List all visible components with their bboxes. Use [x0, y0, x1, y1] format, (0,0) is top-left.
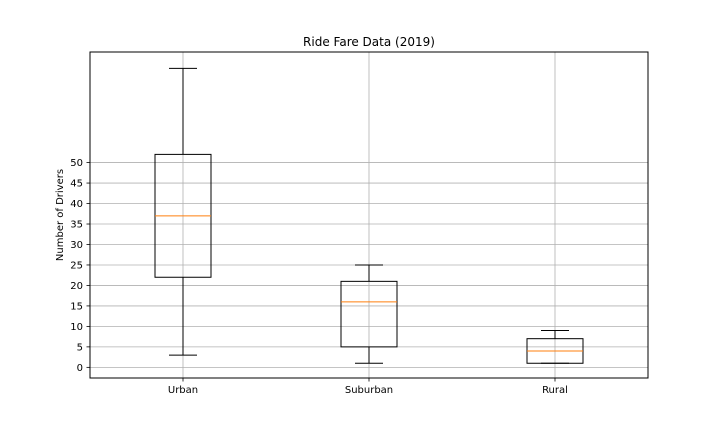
interquartile-box [340, 280, 398, 348]
y-tick-label: 15 [70, 301, 83, 312]
y-tick-label: 45 [70, 179, 83, 190]
x-tick-label-suburban: Suburban [345, 385, 393, 396]
y-tick-label: 50 [70, 158, 83, 169]
box-suburban [340, 264, 398, 364]
grid-layer [90, 52, 648, 378]
y-tick-label: 25 [70, 260, 83, 271]
box-layer [154, 67, 584, 364]
box-urban [154, 67, 212, 356]
y-tick-label: 40 [70, 199, 83, 210]
box-rural [526, 329, 584, 364]
y-tick-label: 0 [77, 363, 83, 374]
y-tick-label: 20 [70, 281, 83, 292]
y-tick-label: 10 [70, 322, 83, 333]
y-tick-label: 5 [77, 342, 83, 353]
y-tick-label: 30 [70, 240, 83, 251]
y-tick-label: 35 [70, 220, 83, 231]
x-tick-label-rural: Rural [542, 385, 568, 396]
y-axis-label: Number of Drivers [55, 169, 66, 261]
chart-title: Ride Fare Data (2019) [303, 35, 435, 49]
x-tick-label-urban: Urban [168, 385, 198, 396]
tick-layer: 0 5 10 15 20 25 30 35 40 45 50 Urban Suburban Rural [70, 158, 568, 396]
